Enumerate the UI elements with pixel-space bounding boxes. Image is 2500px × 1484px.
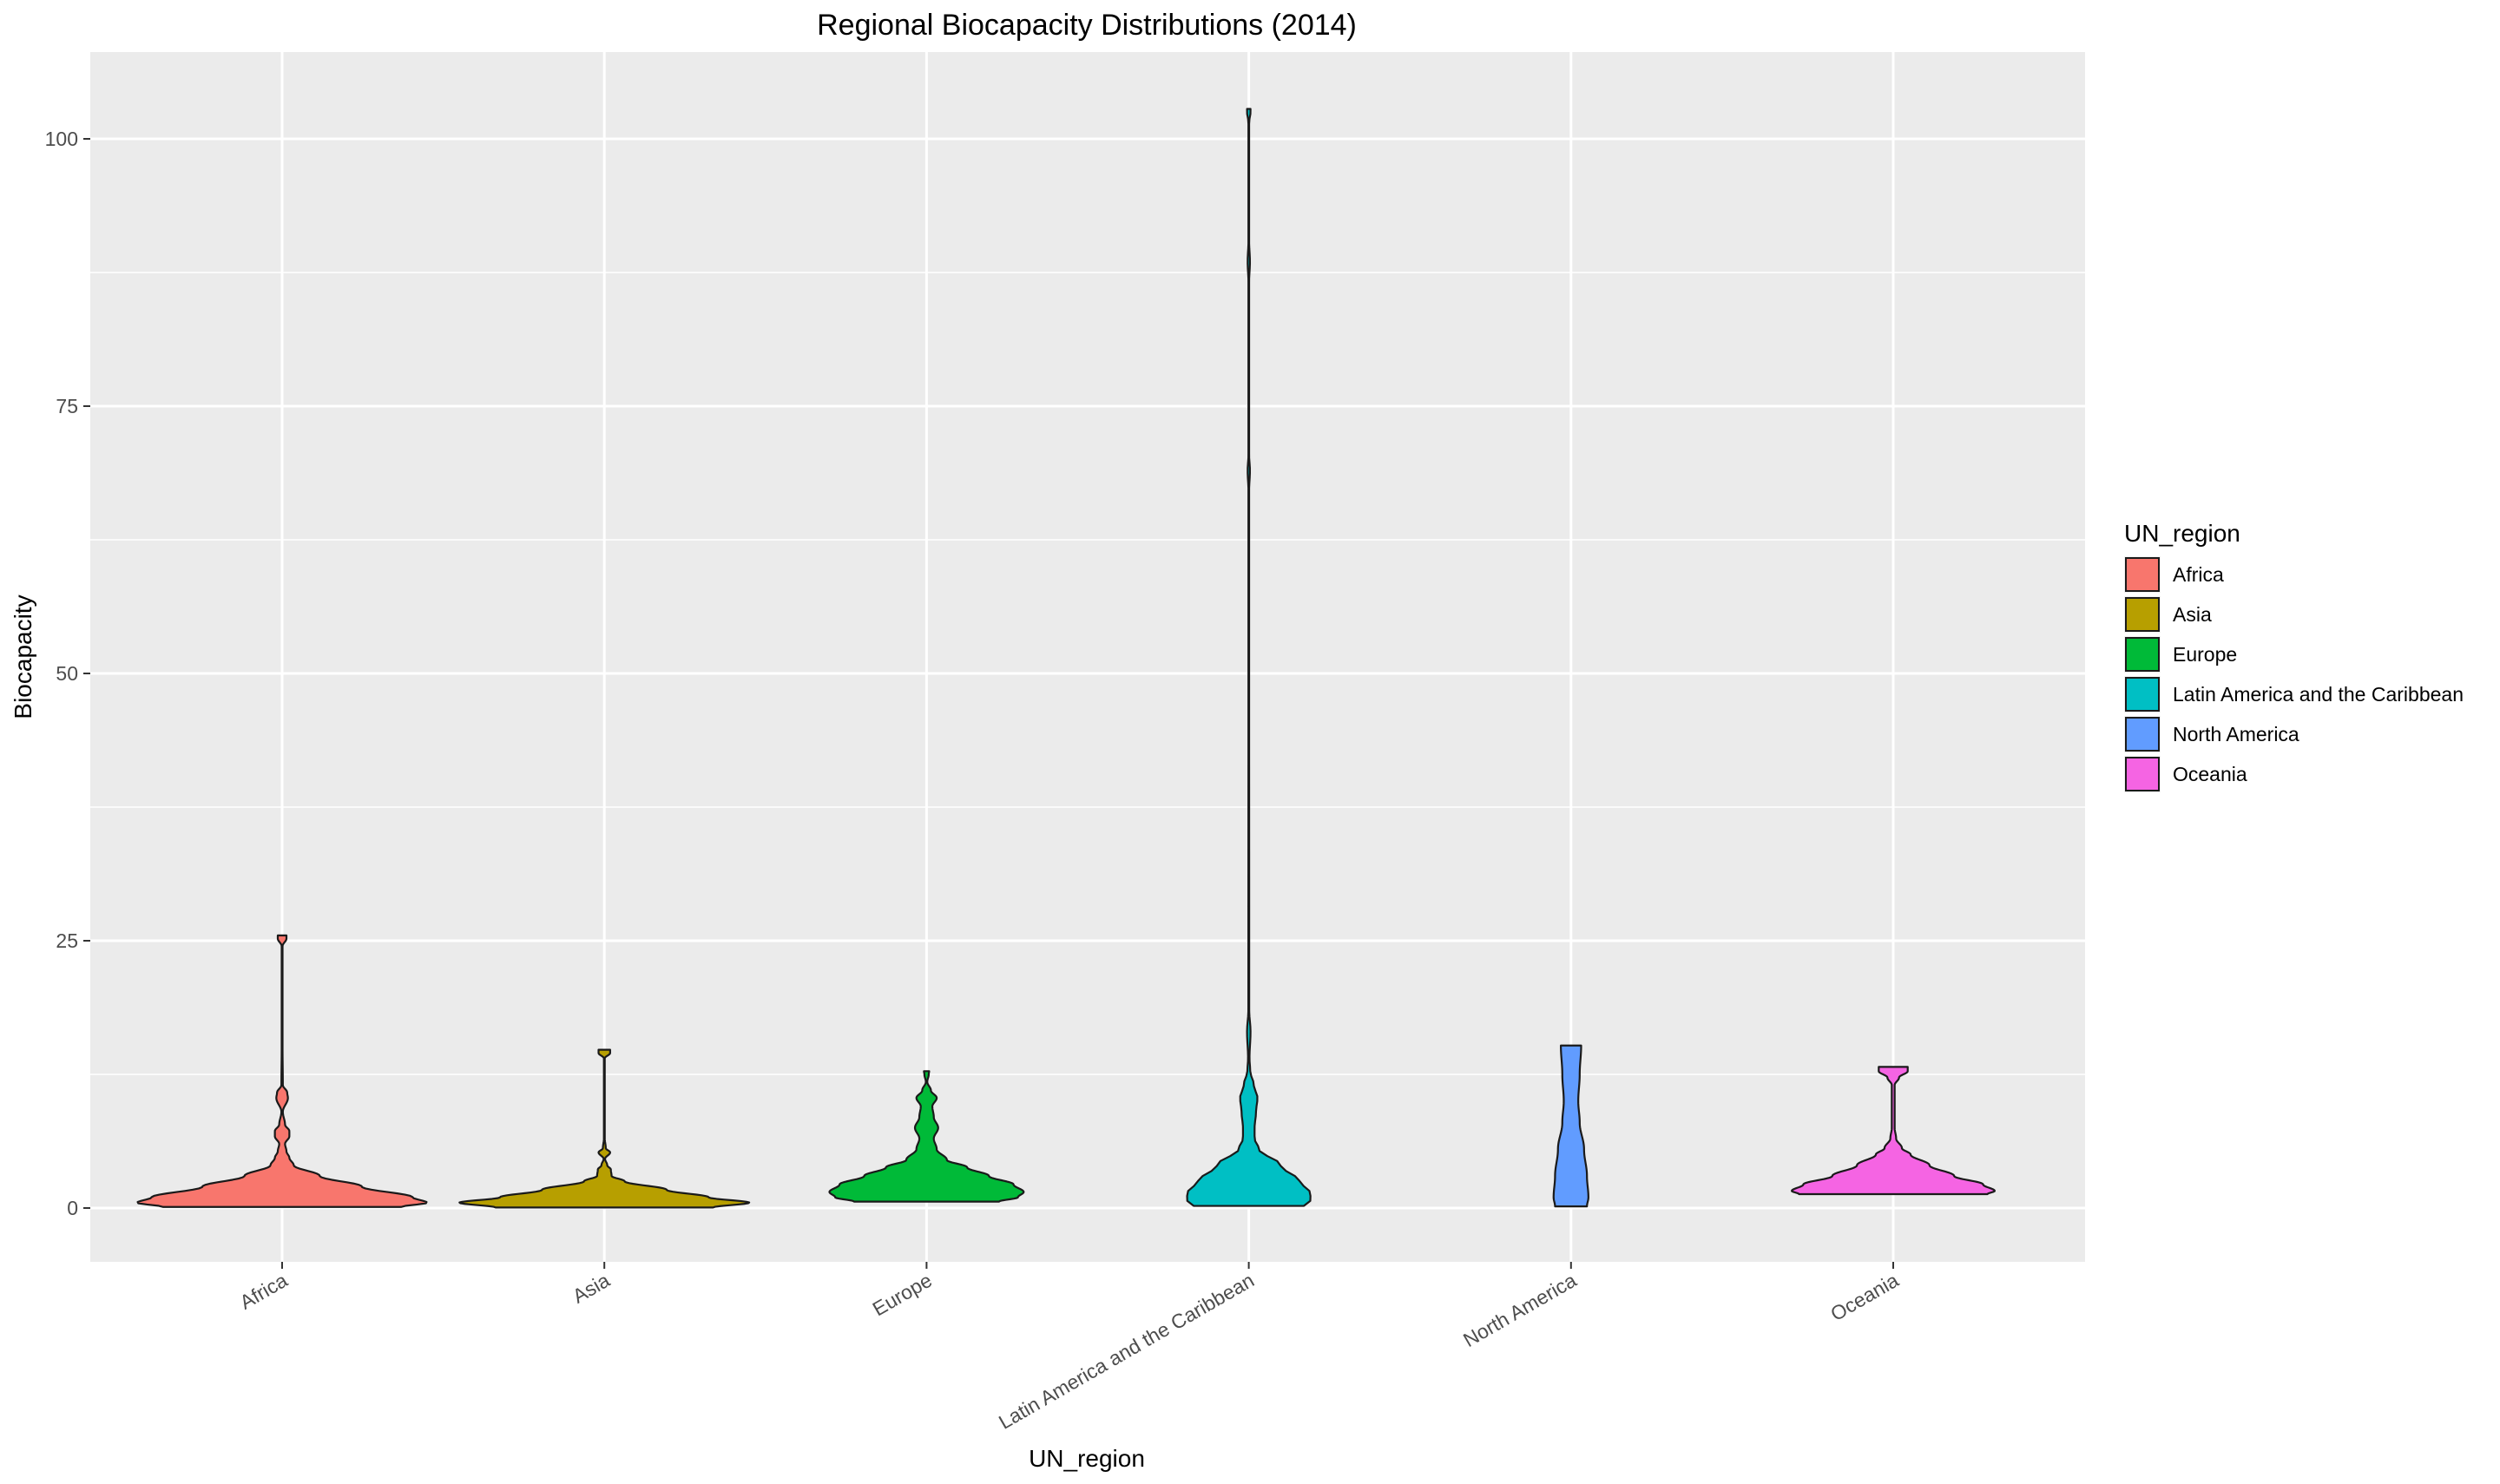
violin-asia: [458, 1048, 751, 1209]
legend-label: Asia: [2173, 603, 2212, 626]
legend-swatch: [2125, 717, 2160, 752]
violin-layer: [136, 108, 1996, 1209]
legend-items: Africa Asia Europe Latin America and the Ca…: [2124, 556, 2464, 792]
legend-title: UN_region: [2124, 520, 2240, 547]
y-tick-label: 75: [56, 395, 78, 417]
legend: UN_region Africa Asia Europe Latin America …: [2124, 520, 2464, 792]
legend-label: North America: [2173, 723, 2299, 745]
y-tick-label: 0: [67, 1197, 78, 1219]
plot-panel: [90, 52, 2085, 1262]
legend-swatch: [2125, 597, 2160, 632]
x-axis-title: UN_region: [1029, 1445, 1145, 1472]
y-tick-label: 25: [56, 929, 78, 952]
y-tick-label: 50: [56, 662, 78, 685]
legend-label: Oceania: [2173, 763, 2247, 785]
y-axis: 0 25 50 75 100: [45, 128, 90, 1219]
y-axis-title: Biocapacity: [10, 594, 36, 719]
legend-label: Europe: [2173, 643, 2237, 666]
violin-latin-america-and-the-caribbean: [1186, 108, 1312, 1207]
legend-swatch: [2125, 757, 2160, 791]
legend-swatch: [2125, 557, 2160, 592]
violin-europe: [828, 1070, 1025, 1203]
legend-label: Africa: [2173, 563, 2224, 586]
y-tick-label: 100: [45, 128, 78, 150]
chart-title: Regional Biocapacity Distributions (2014…: [817, 9, 1357, 42]
violin-oceania: [1791, 1066, 1996, 1196]
violin-africa: [136, 934, 428, 1208]
legend-label: Latin America and the Caribbean: [2173, 683, 2464, 706]
legend-swatch: [2125, 677, 2160, 712]
violin-north-america: [1552, 1044, 1589, 1208]
legend-swatch: [2125, 637, 2160, 672]
